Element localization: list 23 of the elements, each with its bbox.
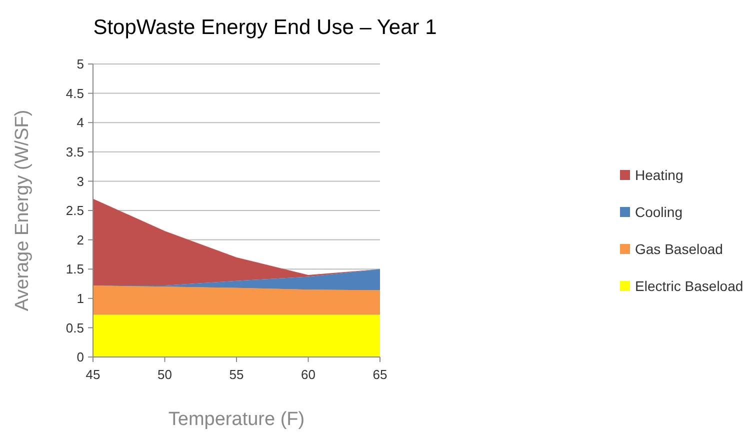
x-axis-title: Temperature (F) (168, 409, 305, 430)
y-tick-label: 4.5 (66, 86, 84, 101)
legend-label: Heating (635, 166, 684, 183)
y-tick-label: 2.5 (66, 203, 84, 218)
x-tick-label: 65 (372, 367, 388, 382)
y-tick-label: 1.5 (66, 262, 84, 277)
y-tick-label: 3 (76, 174, 84, 189)
legend-label: Electric Baseload (635, 278, 744, 294)
legend-label: Cooling (635, 204, 682, 220)
x-tick-label: 45 (86, 367, 100, 382)
y-tick-label: 1 (76, 290, 84, 306)
x-tick-label: 60 (301, 367, 316, 382)
y-tick-label: 5 (76, 56, 84, 72)
y-tick-label: 2 (76, 232, 84, 248)
y-tick-label: 0 (76, 350, 84, 365)
y-axis-title: Average Energy (W/SF) (12, 110, 33, 312)
x-tick-label: 55 (229, 367, 244, 382)
y-tick-label: 0.5 (66, 320, 84, 336)
x-tick-label: 50 (158, 367, 172, 382)
legend-label: Gas Baseload (635, 240, 723, 257)
y-tick-label: 3.5 (66, 144, 84, 160)
y-tick-label: 4 (76, 115, 84, 130)
chart-title: StopWaste Energy End Use – Year 1 (93, 16, 437, 39)
